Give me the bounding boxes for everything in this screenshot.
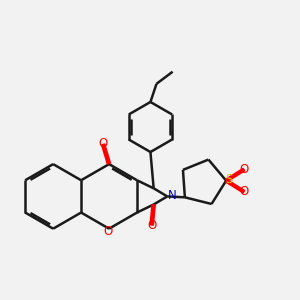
- Text: O: O: [240, 185, 249, 198]
- Text: O: O: [98, 137, 108, 150]
- Text: O: O: [103, 225, 113, 238]
- Text: O: O: [147, 219, 156, 232]
- Text: N: N: [168, 189, 177, 202]
- Text: O: O: [240, 163, 249, 176]
- Text: S: S: [225, 173, 233, 186]
